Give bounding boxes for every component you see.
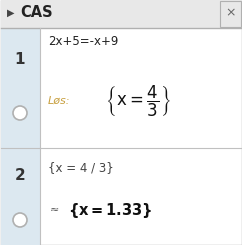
Text: 2: 2 [15, 169, 25, 184]
Bar [0, 28, 40, 148]
Text: $\mathbf{\{x = 1.33\}}$: $\mathbf{\{x = 1.33\}}$ [68, 200, 152, 220]
Text: ≈: ≈ [50, 205, 59, 215]
Text: ▶: ▶ [7, 8, 15, 18]
Text: Løs:: Løs: [48, 96, 70, 106]
Text: {x = 4 / 3}: {x = 4 / 3} [48, 161, 114, 174]
Text: ×: × [226, 7, 236, 20]
Text: $\left\{ \mathrm{x} = \dfrac{4}{3} \right\}$: $\left\{ \mathrm{x} = \dfrac{4}{3} \righ… [105, 83, 171, 119]
Text: CAS: CAS [20, 5, 53, 21]
Text: 2x+5=-x+9: 2x+5=-x+9 [48, 36, 118, 49]
Circle shape [13, 106, 27, 120]
Bar [220, 1, 241, 27]
Text: 1: 1 [15, 52, 25, 68]
Circle shape [13, 213, 27, 227]
Bar [0, 0, 242, 28]
Bar [0, 148, 40, 245]
